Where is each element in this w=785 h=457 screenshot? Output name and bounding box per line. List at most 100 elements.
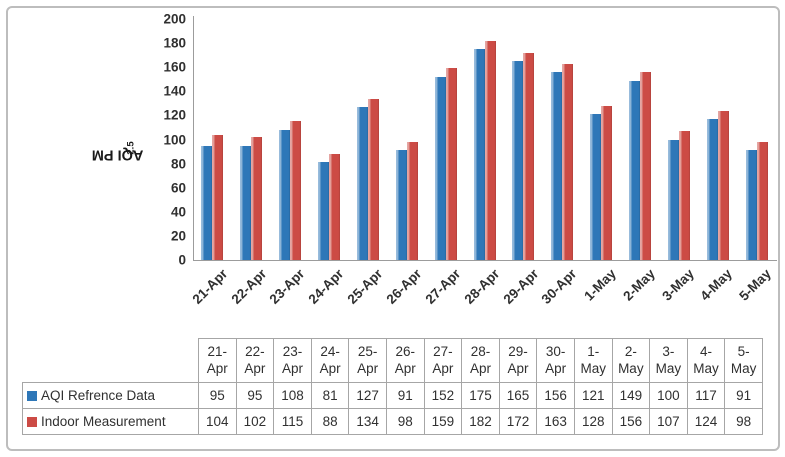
y-tick-label: 20 xyxy=(170,228,186,244)
bar-series2-30-Apr xyxy=(562,63,574,260)
bar-series2-4-May xyxy=(717,110,729,260)
y-tick-label: 160 xyxy=(163,59,186,75)
bar-series2-3-May xyxy=(678,131,690,260)
table-col-header: 21- Apr xyxy=(198,338,237,383)
x-tick-label: 29-Apr xyxy=(500,266,541,307)
table-col-header: 29- Apr xyxy=(498,338,538,383)
table-value-cell: 95 xyxy=(235,382,275,409)
x-tick-label: 21-Apr xyxy=(189,266,230,307)
y-tick-label: 120 xyxy=(163,107,186,123)
bar-series1-24-Apr xyxy=(318,162,329,260)
x-tick-label: 4-May xyxy=(697,266,736,304)
data-table: 21- Apr 22- Apr 23- Apr 24- Apr 25- Apr 26- A… xyxy=(22,338,763,435)
bar-series2-21-Apr xyxy=(212,134,224,260)
bar-series2-5-May xyxy=(756,141,768,260)
table-col-header: 5- May xyxy=(724,338,763,383)
bar-series1-26-Apr xyxy=(395,150,407,260)
table-value-cell: 91 xyxy=(724,382,763,409)
table-row: AQI Refrence Data 95 95 108 81 127 91 152 175 165… xyxy=(22,382,763,409)
bar-series2-25-Apr xyxy=(367,98,379,260)
table-header-row: 21- Apr 22- Apr 23- Apr 24- Apr 25- Apr 26- A… xyxy=(23,338,763,383)
table-col-header: 26- Apr xyxy=(385,338,425,383)
table-value-cell: 100 xyxy=(649,382,688,409)
x-tick-label: 23-Apr xyxy=(266,266,308,307)
table-value-cell: 98 xyxy=(385,408,425,435)
bar-series1-4-May xyxy=(706,119,718,260)
bar-series1-29-Apr xyxy=(512,61,524,260)
bar-series1-3-May xyxy=(667,139,679,260)
table-value-cell: 156 xyxy=(536,382,575,409)
table-corner-blank xyxy=(23,339,199,383)
x-tick-label: 30-Apr xyxy=(538,266,580,307)
y-tick-label: 0 xyxy=(178,252,186,268)
table-col-header: 4- May xyxy=(686,338,726,383)
table-value-cell: 117 xyxy=(686,382,726,409)
table-value-cell: 102 xyxy=(235,408,275,435)
bar-series1-22-Apr xyxy=(240,145,252,260)
table-row-header: Indoor Measurement xyxy=(22,408,199,435)
x-tick-label: 3-May xyxy=(658,266,697,304)
table-col-header: 25- Apr xyxy=(348,338,387,383)
table-value-cell: 104 xyxy=(198,408,237,435)
table-col-header: 23- Apr xyxy=(273,338,312,383)
x-tick-label: 27-Apr xyxy=(422,266,464,307)
table-value-cell: 121 xyxy=(573,382,613,409)
table-value-cell: 88 xyxy=(310,408,350,435)
bar-series2-22-Apr xyxy=(251,137,263,260)
table-value-cell: 124 xyxy=(686,408,726,435)
bar-series2-2-May xyxy=(640,72,651,260)
table-value-cell: 163 xyxy=(536,408,575,435)
table-col-header: 1- May xyxy=(573,338,613,383)
x-tick-label: 1-May xyxy=(581,266,619,304)
y-tick-label: 200 xyxy=(163,11,186,27)
bar-series2-29-Apr xyxy=(523,52,535,260)
y-axis-title-text: AQI PM 2.5 xyxy=(91,141,144,163)
x-tick-label: 24-Apr xyxy=(305,266,347,307)
table-value-cell: 128 xyxy=(573,408,613,435)
x-tick-label: 5-May xyxy=(736,266,775,304)
bar-series2-26-Apr xyxy=(406,141,418,260)
bar-series1-28-Apr xyxy=(473,49,485,260)
series-name: Indoor Measurement xyxy=(41,414,166,429)
table-col-header: 2- May xyxy=(611,338,651,383)
bar-series2-24-Apr xyxy=(329,154,340,260)
table-value-cell: 156 xyxy=(611,408,651,435)
y-tick-label: 140 xyxy=(163,83,186,99)
bar-series2-27-Apr xyxy=(445,68,457,260)
table-value-cell: 152 xyxy=(423,382,463,409)
bar-series1-27-Apr xyxy=(434,76,446,260)
table-col-header: 27- Apr xyxy=(423,338,463,383)
table-value-cell: 98 xyxy=(724,408,763,435)
y-tick-label: 40 xyxy=(170,204,186,220)
bar-series2-28-Apr xyxy=(484,40,496,260)
table-col-header: 24- Apr xyxy=(310,338,350,383)
table-value-cell: 81 xyxy=(310,382,350,409)
table-value-cell: 107 xyxy=(649,408,688,435)
table-value-cell: 115 xyxy=(273,408,312,435)
table-value-cell: 108 xyxy=(273,382,312,409)
bar-series1-5-May xyxy=(745,150,757,260)
x-tick-label: 22-Apr xyxy=(228,266,269,307)
table-value-cell: 159 xyxy=(423,408,463,435)
table-value-cell: 182 xyxy=(461,408,500,435)
y-tick-label: 60 xyxy=(170,180,186,196)
bar-series1-30-Apr xyxy=(551,72,563,260)
x-tick-label: 26-Apr xyxy=(383,266,425,307)
table-col-header: 3- May xyxy=(649,338,688,383)
y-axis-line xyxy=(193,16,194,261)
table-value-cell: 175 xyxy=(461,382,500,409)
table-value-cell: 134 xyxy=(348,408,387,435)
y-tick-label: 80 xyxy=(170,156,186,172)
legend-swatch-series2 xyxy=(27,417,37,427)
bar-series1-23-Apr xyxy=(279,129,291,260)
table-row-header: AQI Refrence Data xyxy=(22,382,199,409)
bar-series1-1-May xyxy=(590,114,602,260)
bar-series1-2-May xyxy=(629,80,640,260)
table-value-cell: 127 xyxy=(348,382,387,409)
legend-swatch-series1 xyxy=(27,391,37,401)
table-col-header: 28- Apr xyxy=(461,338,500,383)
bar-chart: AQI PM 2.5 0 20 40 60 80 100 120 140 160 180 200 21… xyxy=(91,11,777,307)
table-value-cell: 95 xyxy=(198,382,237,409)
table-value-cell: 165 xyxy=(498,382,538,409)
x-tick-label: 28-Apr xyxy=(461,266,503,307)
